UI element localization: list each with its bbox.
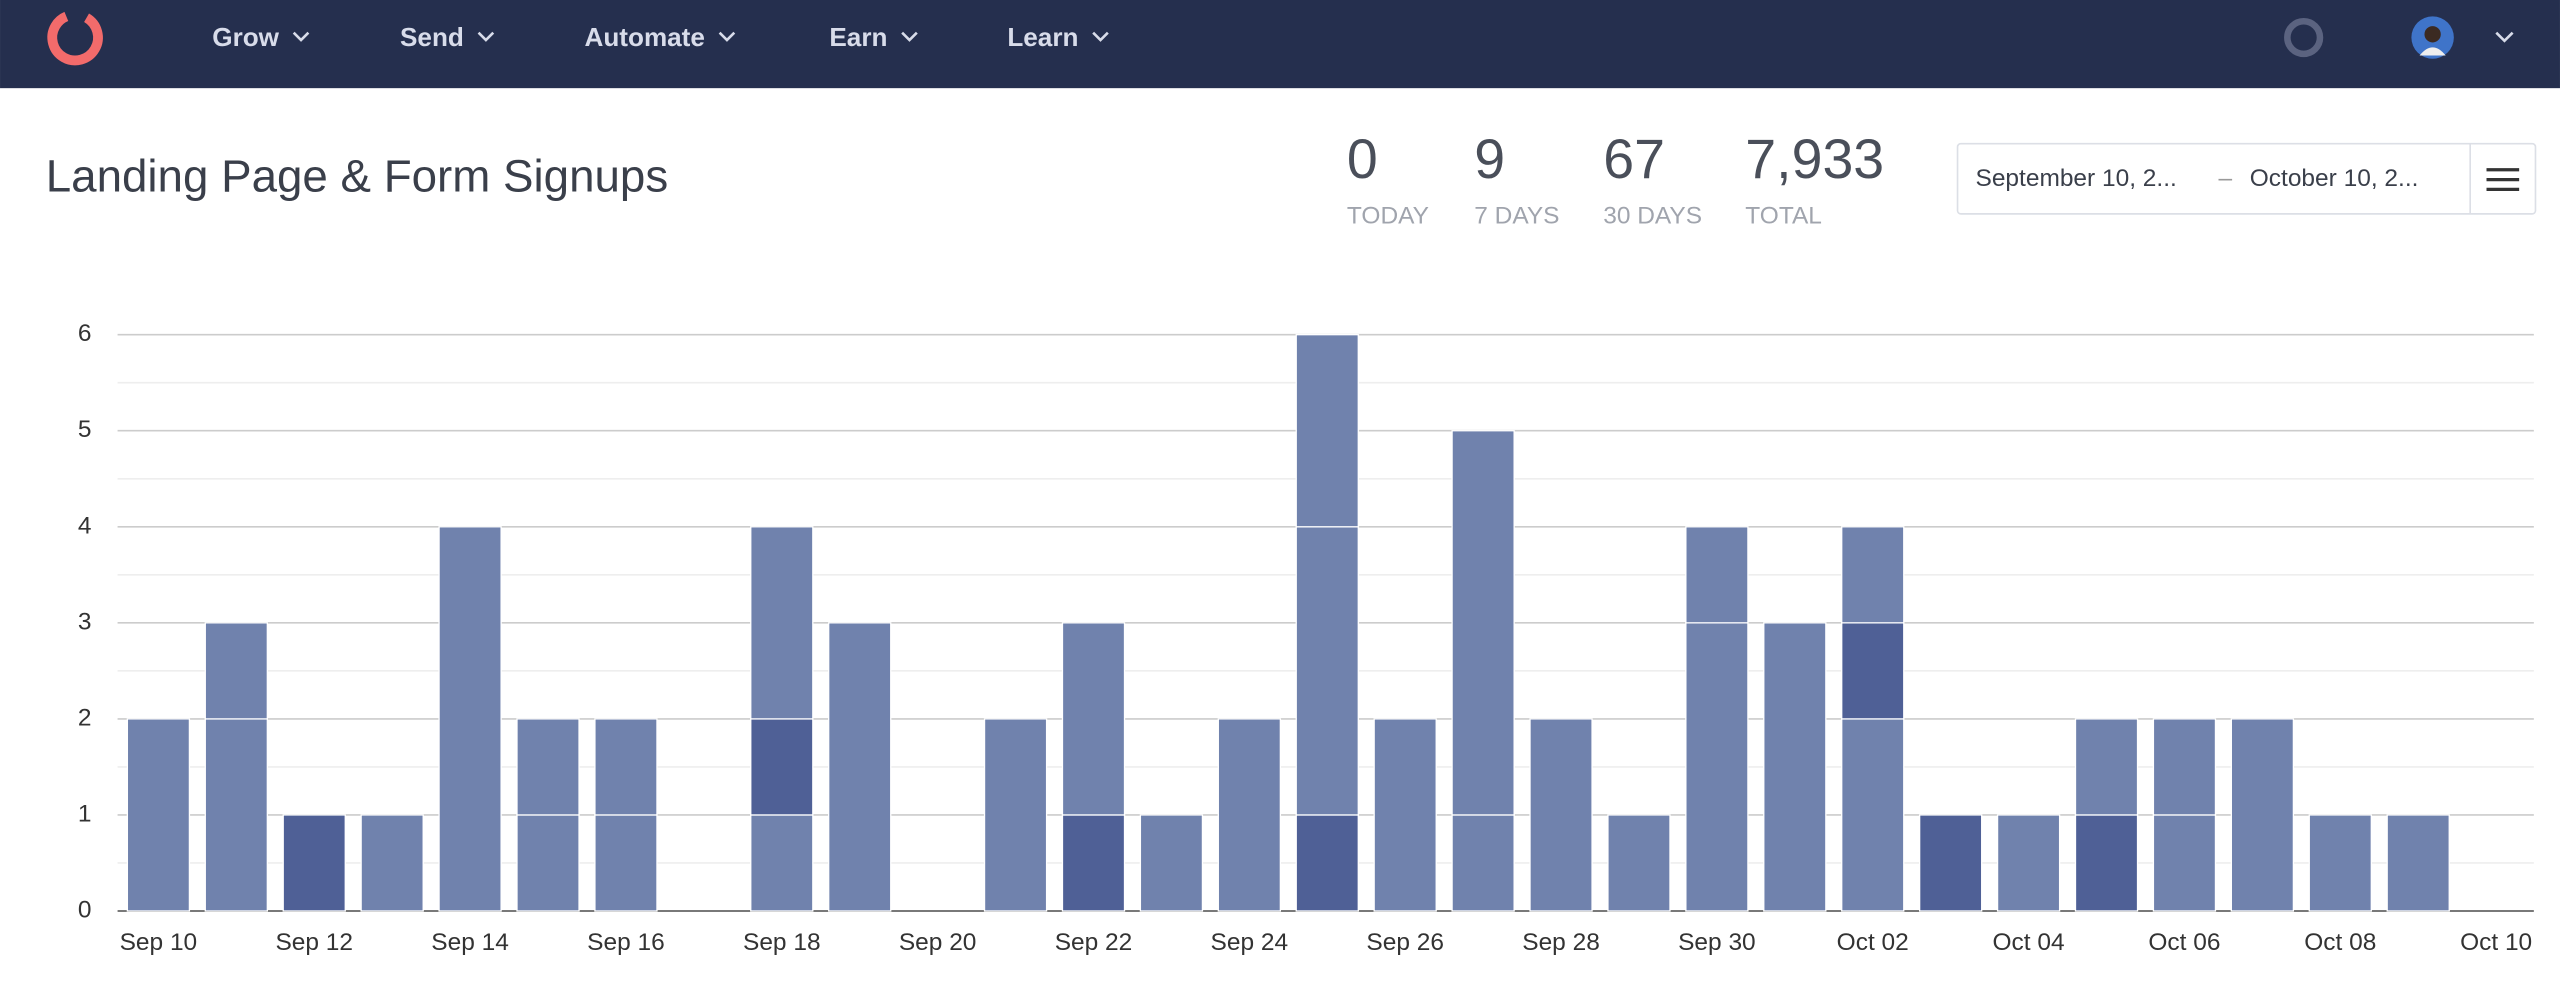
- nav-item[interactable]: Earn: [829, 22, 887, 52]
- bar-segment: [2152, 718, 2217, 816]
- bar-segment: [204, 718, 268, 912]
- stat-value: 7,933: [1745, 128, 1884, 190]
- bar-segment: [750, 814, 814, 912]
- bar-segment: [1451, 814, 1515, 912]
- bar-segment: [1841, 622, 1905, 720]
- x-tick-label: Oct 04: [1993, 929, 2065, 956]
- bar-segment: [2074, 718, 2139, 816]
- date-end[interactable]: October 10, 2...: [2250, 165, 2419, 192]
- bar-segment: [828, 622, 892, 912]
- bar-segment: [1295, 526, 1359, 816]
- bar-segment: [1373, 718, 1437, 912]
- bar-segment: [1295, 814, 1359, 912]
- bar-segment: [983, 718, 1048, 912]
- x-tick-label: Sep 24: [1211, 929, 1289, 956]
- bar-segment: [594, 814, 658, 912]
- x-tick-label: Sep 20: [899, 929, 977, 956]
- x-tick-label: Oct 10: [2460, 929, 2532, 956]
- y-tick-label: 3: [78, 608, 92, 635]
- nav-chevron: [477, 31, 495, 42]
- bar-segment: [1529, 718, 1593, 912]
- bar-segment: [438, 526, 502, 912]
- x-tick-label: Sep 28: [1522, 929, 1600, 956]
- stat-label: 30 DAYS: [1603, 203, 1702, 230]
- bar-segment: [126, 718, 191, 912]
- nav-item[interactable]: Learn: [1007, 22, 1078, 52]
- bar-segment: [282, 814, 346, 912]
- nav-chevron: [718, 31, 736, 42]
- x-tick-label: Oct 02: [1837, 929, 1909, 956]
- date-start[interactable]: September 10, 2...: [1975, 165, 2176, 192]
- bar-segment: [2074, 814, 2139, 912]
- bar-segment: [750, 718, 814, 816]
- bar-segment: [2308, 814, 2372, 912]
- x-tick-label: Sep 14: [431, 929, 509, 956]
- bar-segment: [516, 718, 580, 816]
- x-tick-label: Sep 16: [587, 929, 665, 956]
- bar-segment: [1061, 622, 1126, 816]
- bar-segment: [1451, 430, 1515, 816]
- menu-button[interactable]: [2486, 168, 2520, 192]
- bar-segment: [750, 526, 814, 720]
- x-tick-label: Sep 22: [1055, 929, 1133, 956]
- bar-segment: [2386, 814, 2450, 912]
- bar-segment: [1685, 622, 1749, 912]
- avatar[interactable]: [2411, 16, 2454, 59]
- y-tick-label: 4: [78, 512, 92, 539]
- date-separator: –: [2218, 165, 2232, 192]
- y-tick-label: 0: [78, 896, 92, 923]
- bar-segment: [1061, 814, 1126, 912]
- y-tick-label: 1: [78, 800, 92, 827]
- bar-segment: [204, 622, 268, 720]
- bar-segment: [1918, 814, 1983, 912]
- account-chevron[interactable]: [2495, 31, 2514, 43]
- bar-segment: [2152, 814, 2217, 912]
- status-icon[interactable]: [2284, 17, 2324, 58]
- stat-label: TODAY: [1347, 203, 1429, 230]
- bar-segment: [1607, 814, 1671, 912]
- nav-item[interactable]: Grow: [212, 22, 279, 52]
- x-tick-label: Oct 06: [2148, 929, 2220, 956]
- x-tick-label: Sep 30: [1678, 929, 1756, 956]
- bar-segment: [2230, 718, 2295, 912]
- x-tick-label: Sep 26: [1366, 929, 1444, 956]
- nav-item[interactable]: Automate: [585, 22, 705, 52]
- bar-segment: [1996, 814, 2061, 912]
- nav-chevron: [292, 31, 310, 42]
- nav-item[interactable]: Send: [400, 22, 464, 52]
- nav-bar: [0, 0, 2560, 89]
- stat-value: 0: [1347, 128, 1378, 190]
- x-tick-label: Sep 10: [120, 929, 198, 956]
- y-tick-label: 2: [78, 704, 92, 731]
- page-title: Landing Page & Form Signups: [46, 151, 668, 202]
- bar-segment: [1763, 622, 1827, 912]
- x-tick-label: Sep 12: [275, 929, 353, 956]
- stat-value: 67: [1603, 128, 1665, 190]
- date-range-picker[interactable]: [1956, 142, 2537, 215]
- nav-chevron: [1092, 31, 1109, 42]
- bar-segment: [1139, 814, 1204, 912]
- x-tick-label: Oct 08: [2304, 929, 2376, 956]
- y-tick-label: 5: [78, 416, 92, 443]
- stat-value: 9: [1474, 128, 1505, 190]
- stat-label: 7 DAYS: [1474, 203, 1559, 230]
- y-tick-label: 6: [78, 320, 92, 347]
- bar-segment: [1295, 334, 1359, 528]
- bar-segment: [1841, 718, 1905, 912]
- bar-segment: [594, 718, 658, 816]
- logo[interactable]: [44, 6, 106, 68]
- bar-segment: [360, 814, 424, 912]
- bar-segment: [1217, 718, 1282, 912]
- bar-segment: [1841, 526, 1905, 624]
- bar-segment: [1685, 526, 1749, 624]
- x-tick-label: Sep 18: [743, 929, 821, 956]
- nav-chevron: [901, 31, 918, 42]
- bar-segment: [516, 814, 580, 912]
- stat-label: TOTAL: [1745, 203, 1822, 230]
